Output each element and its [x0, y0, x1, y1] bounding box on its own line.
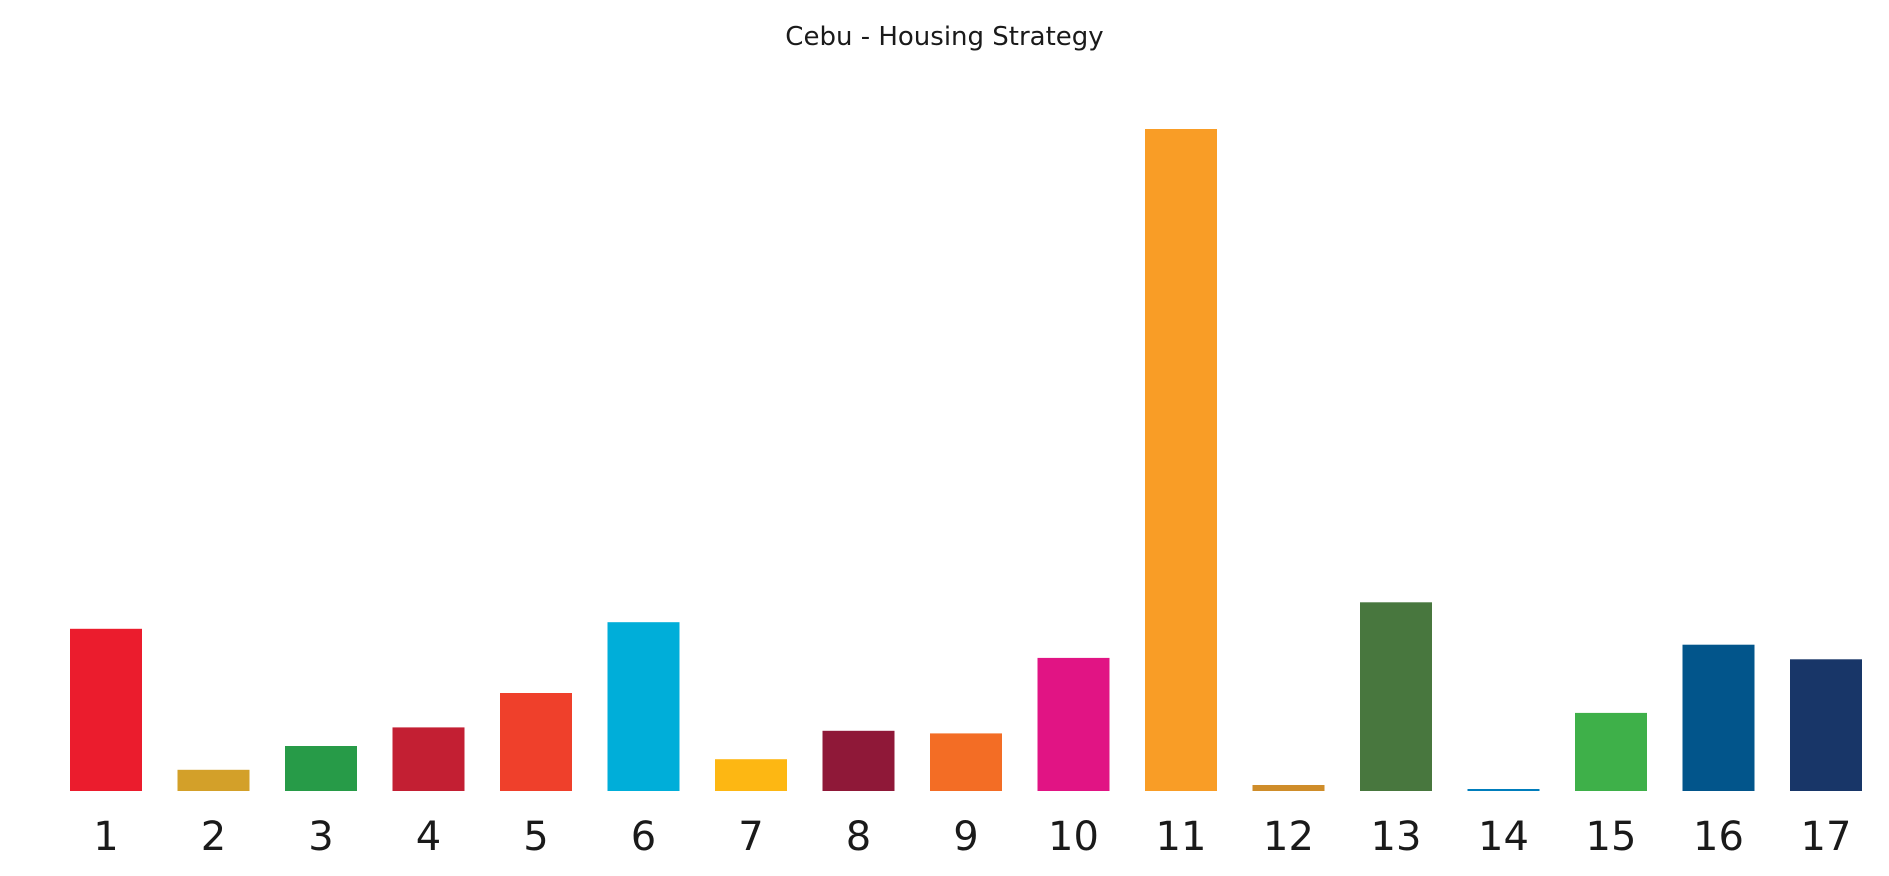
bar-4 [392, 727, 465, 791]
bar-3 [285, 746, 357, 791]
bar-17 [1790, 659, 1862, 791]
x-tick-label-4: 4 [416, 814, 441, 860]
x-tick-label-7: 7 [738, 814, 763, 860]
x-tick-label-11: 11 [1156, 814, 1207, 860]
bar-16 [1682, 644, 1755, 791]
bar-2 [177, 769, 250, 791]
x-tick-label-2: 2 [201, 814, 226, 860]
bar-1 [70, 628, 142, 791]
bar-8 [822, 730, 895, 791]
x-tick-label-15: 15 [1586, 814, 1637, 860]
bar-10 [1037, 657, 1110, 791]
x-tick-label-3: 3 [308, 814, 333, 860]
bar-14 [1467, 789, 1540, 791]
bar-15 [1575, 712, 1647, 791]
x-tick-label-8: 8 [846, 814, 871, 860]
x-tick-label-10: 10 [1048, 814, 1099, 860]
x-tick-label-16: 16 [1693, 814, 1744, 860]
bar-7 [715, 759, 787, 791]
x-tick-label-1: 1 [93, 814, 118, 860]
x-tick-label-14: 14 [1478, 814, 1529, 860]
bar-11 [1145, 129, 1217, 791]
x-tick-label-13: 13 [1371, 814, 1422, 860]
chart-title: Cebu - Housing Strategy [785, 22, 1104, 52]
bar-12 [1252, 785, 1325, 791]
x-tick-label-17: 17 [1801, 814, 1852, 860]
x-tick-label-12: 12 [1263, 814, 1314, 860]
x-tick-label-5: 5 [523, 814, 548, 860]
bar-9 [930, 733, 1002, 791]
x-tick-label-9: 9 [953, 814, 978, 860]
bar-6 [607, 622, 680, 791]
bars-group [70, 129, 1862, 791]
x-tick-labels: 1 2 3 4 5 6 7 8 9 10 11 12 13 14 15 16 17 [93, 814, 1851, 860]
bar-13 [1360, 602, 1432, 791]
bar-5 [500, 693, 572, 791]
x-tick-label-6: 6 [631, 814, 656, 860]
